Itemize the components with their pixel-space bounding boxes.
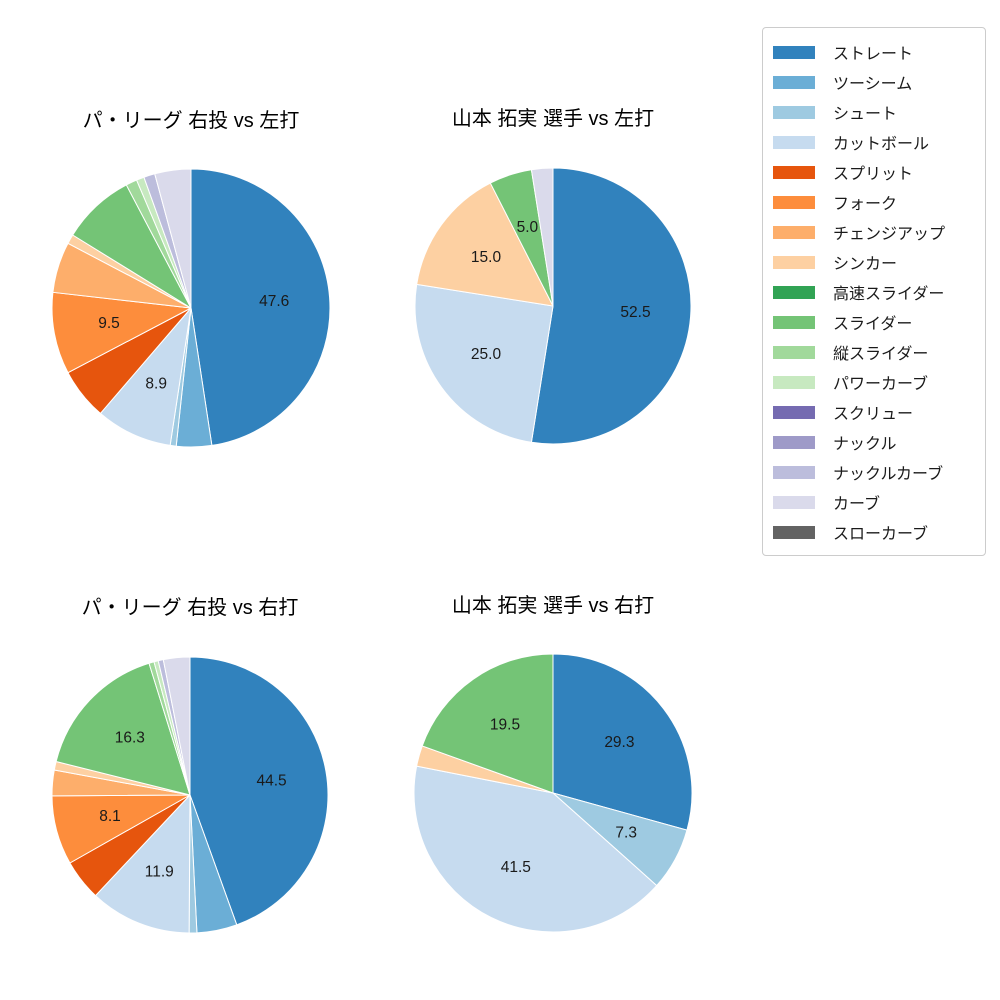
- chart-title: 山本 拓実 選手 vs 左打: [451, 108, 655, 130]
- legend-swatch: [773, 225, 815, 239]
- legend-item: スローカーブ: [773, 517, 977, 547]
- pie-slice: [162, 656, 191, 796]
- legend-label: パワーカーブ: [833, 376, 929, 393]
- legend-item: ツーシーム: [773, 67, 977, 97]
- legend-swatch: [773, 105, 815, 119]
- pie-slice: [189, 656, 329, 926]
- legend-label: スライダー: [833, 316, 913, 333]
- pie-percentage-label: 29.3: [604, 734, 634, 751]
- legend-label: ストレート: [833, 46, 914, 63]
- legend-label: チェンジアップ: [833, 226, 946, 243]
- legend-item: ナックルカーブ: [773, 457, 977, 487]
- pie-percentage-label: 7.3: [615, 824, 637, 841]
- legend-swatch: [773, 255, 815, 269]
- legend-item: カーブ: [773, 487, 977, 517]
- pie-percentage-label: 9.5: [98, 315, 120, 332]
- legend-item: チェンジアップ: [773, 217, 977, 247]
- legend-item: スライダー: [773, 307, 977, 337]
- legend-swatch: [773, 165, 815, 179]
- chart-title: パ・リーグ 右投 vs 左打: [82, 110, 300, 132]
- legend: ストレートツーシームシュートカットボール スプリットフォークチェンジアップ シンカー…: [762, 27, 986, 556]
- pie-percentage-label: 41.5: [501, 859, 531, 876]
- legend-label: カットボール: [833, 136, 930, 153]
- pie-percentage-label: 15.0: [471, 249, 502, 266]
- legend-item: フォーク: [773, 187, 977, 217]
- chart-title: パ・リーグ 右投 vs 右打: [81, 597, 299, 619]
- legend-swatch: [773, 435, 815, 449]
- legend-swatch: [773, 405, 815, 419]
- legend-label: スローカーブ: [833, 526, 929, 543]
- legend-label: ナックル: [833, 436, 897, 453]
- pie: 44.5 11.9 8.1 16.3: [51, 656, 329, 934]
- pie-slice: [421, 653, 554, 794]
- legend-label: 縦スライダー: [833, 346, 929, 363]
- legend-swatch: [773, 375, 815, 389]
- legend-swatch: [773, 45, 815, 59]
- legend-label: シンカー: [833, 256, 898, 273]
- legend-swatch: [773, 345, 815, 359]
- legend-swatch: [773, 465, 815, 479]
- legend-swatch: [773, 135, 815, 149]
- legend-item: 高速スライダー: [773, 277, 977, 307]
- legend-swatch: [773, 195, 815, 209]
- legend-label: スプリット: [833, 166, 914, 183]
- pie-chart-player-vs-right: 山本 拓実 選手 vs 右打 29.3 7.3 41.5 19.5: [403, 595, 703, 943]
- chart-title: 山本 拓実 選手 vs 右打: [451, 595, 655, 617]
- legend-label: フォーク: [833, 196, 898, 213]
- legend-item: ナックル: [773, 427, 977, 457]
- legend-swatch: [773, 285, 815, 299]
- pie-slice: [95, 794, 191, 934]
- legend-item: シンカー: [773, 247, 977, 277]
- pie-percentage-label: 11.9: [145, 863, 174, 880]
- legend-label: シュート: [833, 106, 898, 123]
- legend-swatch: [773, 75, 815, 89]
- pie-percentage-label: 47.6: [259, 293, 289, 310]
- legend-swatch: [773, 315, 815, 329]
- pie-chart-league-vs-right: パ・リーグ 右投 vs 右打 44.5 11.9 8.1 16.3: [40, 597, 340, 945]
- pie-slice: [51, 291, 192, 374]
- pie: 52.5 25.0 15.0 5.0: [414, 167, 692, 445]
- pie-slice: [190, 168, 331, 446]
- legend-swatch: [773, 495, 815, 509]
- legend-item: スクリュー: [773, 397, 977, 427]
- legend-item: スプリット: [773, 157, 977, 187]
- pie-slice: [413, 765, 658, 933]
- pie-percentage-label: 8.9: [145, 375, 167, 392]
- pie-percentage-label: 5.0: [517, 219, 539, 236]
- pie-slice: [530, 167, 554, 307]
- pie-slice: [552, 653, 693, 831]
- pie-chart-player-vs-left: 山本 拓実 選手 vs 左打 52.5 25.0 15.0 5.0: [403, 108, 703, 456]
- legend-item: パワーカーブ: [773, 367, 977, 397]
- legend-swatch: [773, 525, 815, 539]
- pie-slice: [55, 662, 191, 796]
- pie-slice: [530, 167, 692, 445]
- legend-item: シュート: [773, 97, 977, 127]
- pie: 29.3 7.3 41.5 19.5: [413, 653, 693, 933]
- pie-slice: [414, 283, 554, 443]
- pie-percentage-label: 16.3: [115, 730, 145, 747]
- legend-item: カットボール: [773, 127, 977, 157]
- pie-slice: [416, 182, 554, 307]
- pie-percentage-label: 44.5: [257, 772, 287, 789]
- pie-percentage-label: 25.0: [471, 346, 502, 363]
- legend-label: ツーシーム: [833, 76, 913, 93]
- pie-chart-league-vs-left: パ・リーグ 右投 vs 左打 47.6 8.9 9.5: [41, 110, 341, 458]
- pie-percentage-label: 8.1: [99, 808, 121, 825]
- pie-slice: [154, 168, 192, 309]
- legend-item: 縦スライダー: [773, 337, 977, 367]
- pie-percentage-label: 52.5: [620, 304, 650, 321]
- legend-label: スクリュー: [833, 406, 914, 423]
- legend-label: カーブ: [833, 496, 881, 513]
- pie-percentage-label: 19.5: [490, 716, 520, 733]
- pie: 47.6 8.9 9.5: [51, 168, 331, 448]
- legend-label: 高速スライダー: [833, 286, 945, 303]
- legend-item: ストレート: [773, 37, 977, 67]
- legend-label: ナックルカーブ: [833, 466, 944, 483]
